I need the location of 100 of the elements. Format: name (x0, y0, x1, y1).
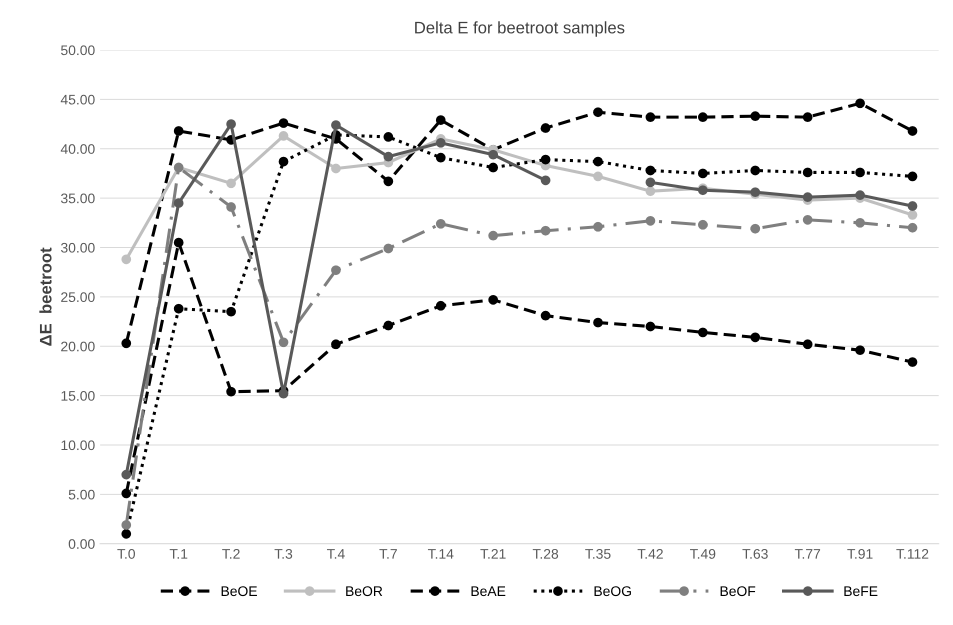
point (488, 230, 498, 241)
point (593, 156, 603, 166)
y-tick-label: 20.00 (61, 342, 95, 352)
x-tick-label: T.42 (638, 548, 663, 559)
point (855, 190, 865, 200)
point (750, 111, 760, 122)
point (750, 224, 760, 234)
point (226, 178, 236, 188)
x-tick-label: T.77 (794, 549, 820, 559)
point (436, 152, 446, 162)
point (698, 112, 708, 122)
point (383, 244, 394, 254)
point (226, 306, 236, 317)
point (331, 265, 341, 276)
x-tick-label: T.7 (379, 549, 397, 559)
point (331, 339, 341, 350)
y-tick-label: 15.00 (62, 390, 95, 401)
x-tick-label: T.3 (274, 548, 292, 559)
point (540, 154, 550, 164)
point (750, 332, 760, 342)
x-tick-label: T.21 (480, 548, 506, 559)
x-tick-label: T.35 (585, 548, 611, 559)
point (750, 166, 760, 176)
point (278, 131, 288, 141)
point (855, 345, 865, 356)
point (646, 166, 656, 176)
point (436, 218, 446, 229)
legend-label: BeOF (720, 586, 756, 596)
point (646, 112, 656, 122)
x-tick-label: T.14 (428, 549, 454, 559)
point (593, 318, 603, 328)
point (488, 162, 498, 172)
point (855, 218, 865, 228)
point (226, 202, 236, 212)
point (278, 388, 288, 399)
y-tick-label: 50.00 (61, 45, 95, 56)
point (121, 254, 132, 264)
point (226, 119, 236, 129)
point (331, 164, 341, 174)
point (698, 328, 708, 338)
x-tick-label: T.63 (742, 548, 768, 559)
point (855, 168, 865, 178)
point (802, 112, 813, 122)
point (646, 186, 656, 196)
point (593, 107, 603, 118)
point (121, 338, 132, 348)
y-tick-label: 5.00 (68, 490, 95, 500)
point (174, 126, 184, 136)
y-tick-label: 40.00 (60, 144, 95, 154)
point (174, 304, 184, 314)
legend-label: BeAE (472, 586, 506, 596)
point (488, 294, 498, 305)
point (436, 138, 446, 148)
y-tick-label: 0.00 (68, 539, 95, 549)
point (174, 238, 184, 248)
y-tick-label: 25.00 (61, 292, 95, 302)
point (383, 132, 394, 142)
point (646, 177, 656, 188)
legend-label: BeOE (222, 586, 257, 596)
point (908, 126, 918, 136)
point (436, 300, 446, 311)
point (908, 172, 918, 182)
point (908, 357, 918, 367)
x-tick-label: T.49 (690, 548, 716, 559)
point (540, 123, 550, 133)
point (593, 222, 603, 232)
x-tick-label: T.91 (847, 548, 873, 559)
point (121, 470, 132, 480)
point (646, 322, 656, 332)
legend-label: BeOR (346, 586, 382, 596)
point (436, 115, 446, 125)
point (698, 168, 708, 178)
point (593, 172, 603, 182)
x-tick-label: T.4 (326, 549, 345, 559)
point (488, 150, 498, 160)
point (855, 98, 865, 108)
point (646, 216, 656, 226)
point (383, 176, 394, 186)
point (540, 175, 550, 186)
x-tick-label: T.1 (170, 549, 188, 559)
point (383, 320, 394, 330)
y-tick-label: 35.00 (60, 193, 95, 204)
point (802, 339, 813, 350)
point (540, 310, 550, 320)
chart-title: Delta E for beetroot samples (415, 21, 624, 37)
point (278, 156, 288, 166)
point (908, 210, 918, 220)
x-tick-label: T.2 (222, 548, 240, 559)
point (698, 220, 708, 230)
x-tick-label: T.112 (896, 548, 928, 559)
y-tick-label: 30.00 (60, 242, 95, 253)
legend-label: BeOG (594, 586, 631, 596)
point (908, 201, 918, 211)
point (802, 192, 813, 202)
point (908, 222, 918, 233)
point (121, 529, 132, 539)
x-tick-label: T.28 (532, 548, 558, 559)
x-tick-label: T.0 (117, 548, 135, 559)
point (278, 118, 288, 128)
y-axis-title: ΔE beetroot (39, 248, 52, 346)
